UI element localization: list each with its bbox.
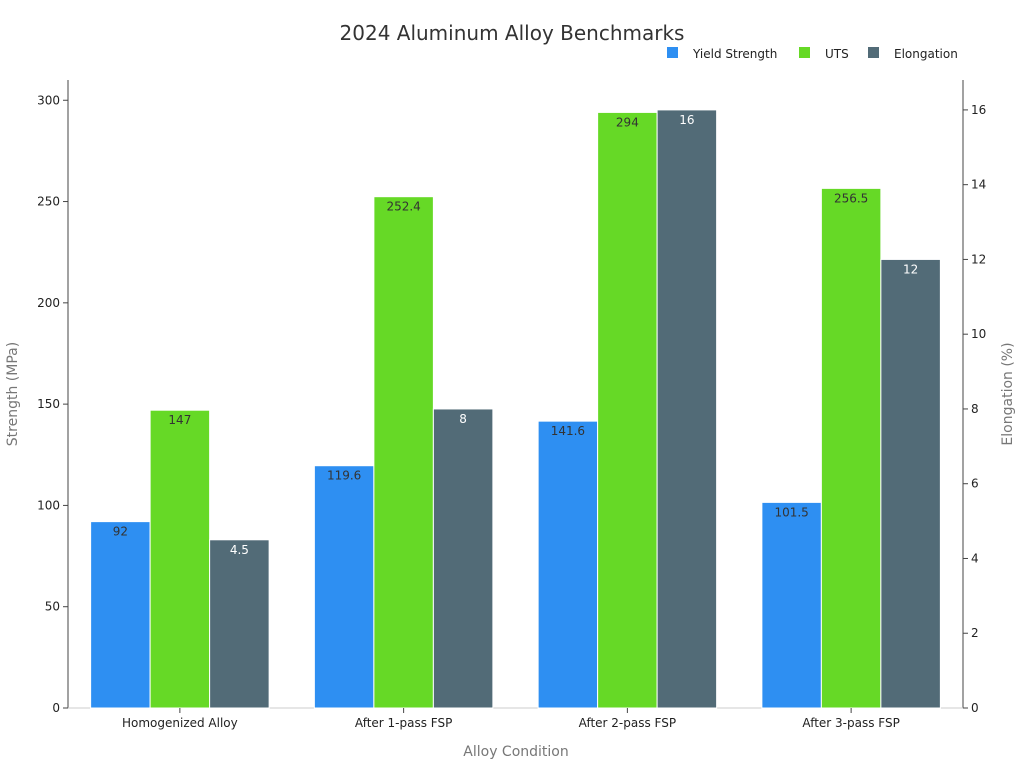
right-tick-label: 6 — [971, 477, 979, 491]
bar-value-label: 294 — [616, 115, 639, 129]
bar-elongation — [209, 539, 270, 709]
legend-swatch-uts — [799, 47, 810, 58]
left-axis-ticks: 0 50 100 150 200 250 300 — [37, 93, 68, 715]
bar-uts — [597, 111, 658, 709]
bar-value-label: 147 — [168, 413, 191, 427]
bars — [90, 109, 941, 709]
bar-elongation — [880, 258, 941, 709]
right-tick-label: 10 — [971, 327, 986, 341]
right-tick-label: 12 — [971, 252, 986, 266]
bar-value-label: 256.5 — [834, 191, 868, 205]
bar-value-label: 16 — [679, 113, 694, 127]
right-tick-label: 4 — [971, 551, 979, 565]
legend-label: UTS — [825, 47, 849, 61]
bar-value-label: 101.5 — [774, 505, 808, 519]
x-axis-title: Alloy Condition — [463, 744, 568, 760]
left-tick-label: 300 — [37, 93, 60, 107]
y2-axis-title: Elongation (%) — [1000, 342, 1016, 445]
x-tick-label: After 3-pass FSP — [802, 716, 899, 730]
bar-yield-strength — [537, 420, 599, 709]
right-tick-label: 0 — [971, 701, 979, 715]
bar-elongation — [656, 109, 718, 709]
x-tick-label: After 1-pass FSP — [355, 716, 452, 730]
x-tick-label: After 2-pass FSP — [579, 716, 676, 730]
bar-elongation — [432, 408, 494, 709]
bar-value-label: 8 — [459, 412, 467, 426]
right-tick-label: 2 — [971, 626, 979, 640]
left-tick-label: 150 — [37, 397, 60, 411]
x-tick-label: Homogenized Alloy — [122, 716, 238, 730]
right-tick-label: 14 — [971, 178, 986, 192]
y-axis-title: Strength (MPa) — [5, 342, 21, 446]
legend-label: Elongation — [894, 47, 958, 61]
bar-yield-strength — [761, 501, 822, 709]
bar-yield-strength — [90, 521, 151, 709]
bar-yield-strength — [313, 465, 375, 709]
legend-label: Yield Strength — [692, 47, 777, 61]
bar-value-label: 252.4 — [386, 200, 420, 214]
bar-value-label: 4.5 — [230, 543, 249, 557]
x-axis-ticks: Homogenized Alloy After 1-pass FSP After 2… — [122, 708, 900, 730]
bar-uts — [373, 196, 434, 709]
left-tick-label: 200 — [37, 296, 60, 310]
bar-uts — [149, 409, 211, 709]
right-axis-ticks: 0 2 4 6 8 10 12 14 16 — [963, 103, 986, 715]
right-tick-label: 8 — [971, 402, 979, 416]
left-tick-label: 250 — [37, 195, 60, 209]
legend-swatch-elongation — [868, 47, 879, 58]
legend: Yield Strength UTS Elongation — [667, 47, 958, 61]
bar-labels: 92 147 4.5 119.6 252.4 8 141.6 294 16 101.5 256.5 1… — [113, 113, 919, 557]
left-tick-label: 100 — [37, 498, 60, 512]
right-tick-label: 16 — [971, 103, 986, 117]
chart-title: 2024 Aluminum Alloy Benchmarks — [340, 21, 685, 45]
bar-value-label: 141.6 — [551, 424, 585, 438]
bar-value-label: 92 — [113, 525, 128, 539]
bar-value-label: 119.6 — [327, 469, 361, 483]
bar-uts — [820, 187, 882, 709]
left-tick-label: 50 — [45, 600, 60, 614]
legend-swatch-yield-strength — [667, 47, 678, 58]
bar-value-label: 12 — [903, 262, 918, 276]
left-tick-label: 0 — [52, 701, 60, 715]
